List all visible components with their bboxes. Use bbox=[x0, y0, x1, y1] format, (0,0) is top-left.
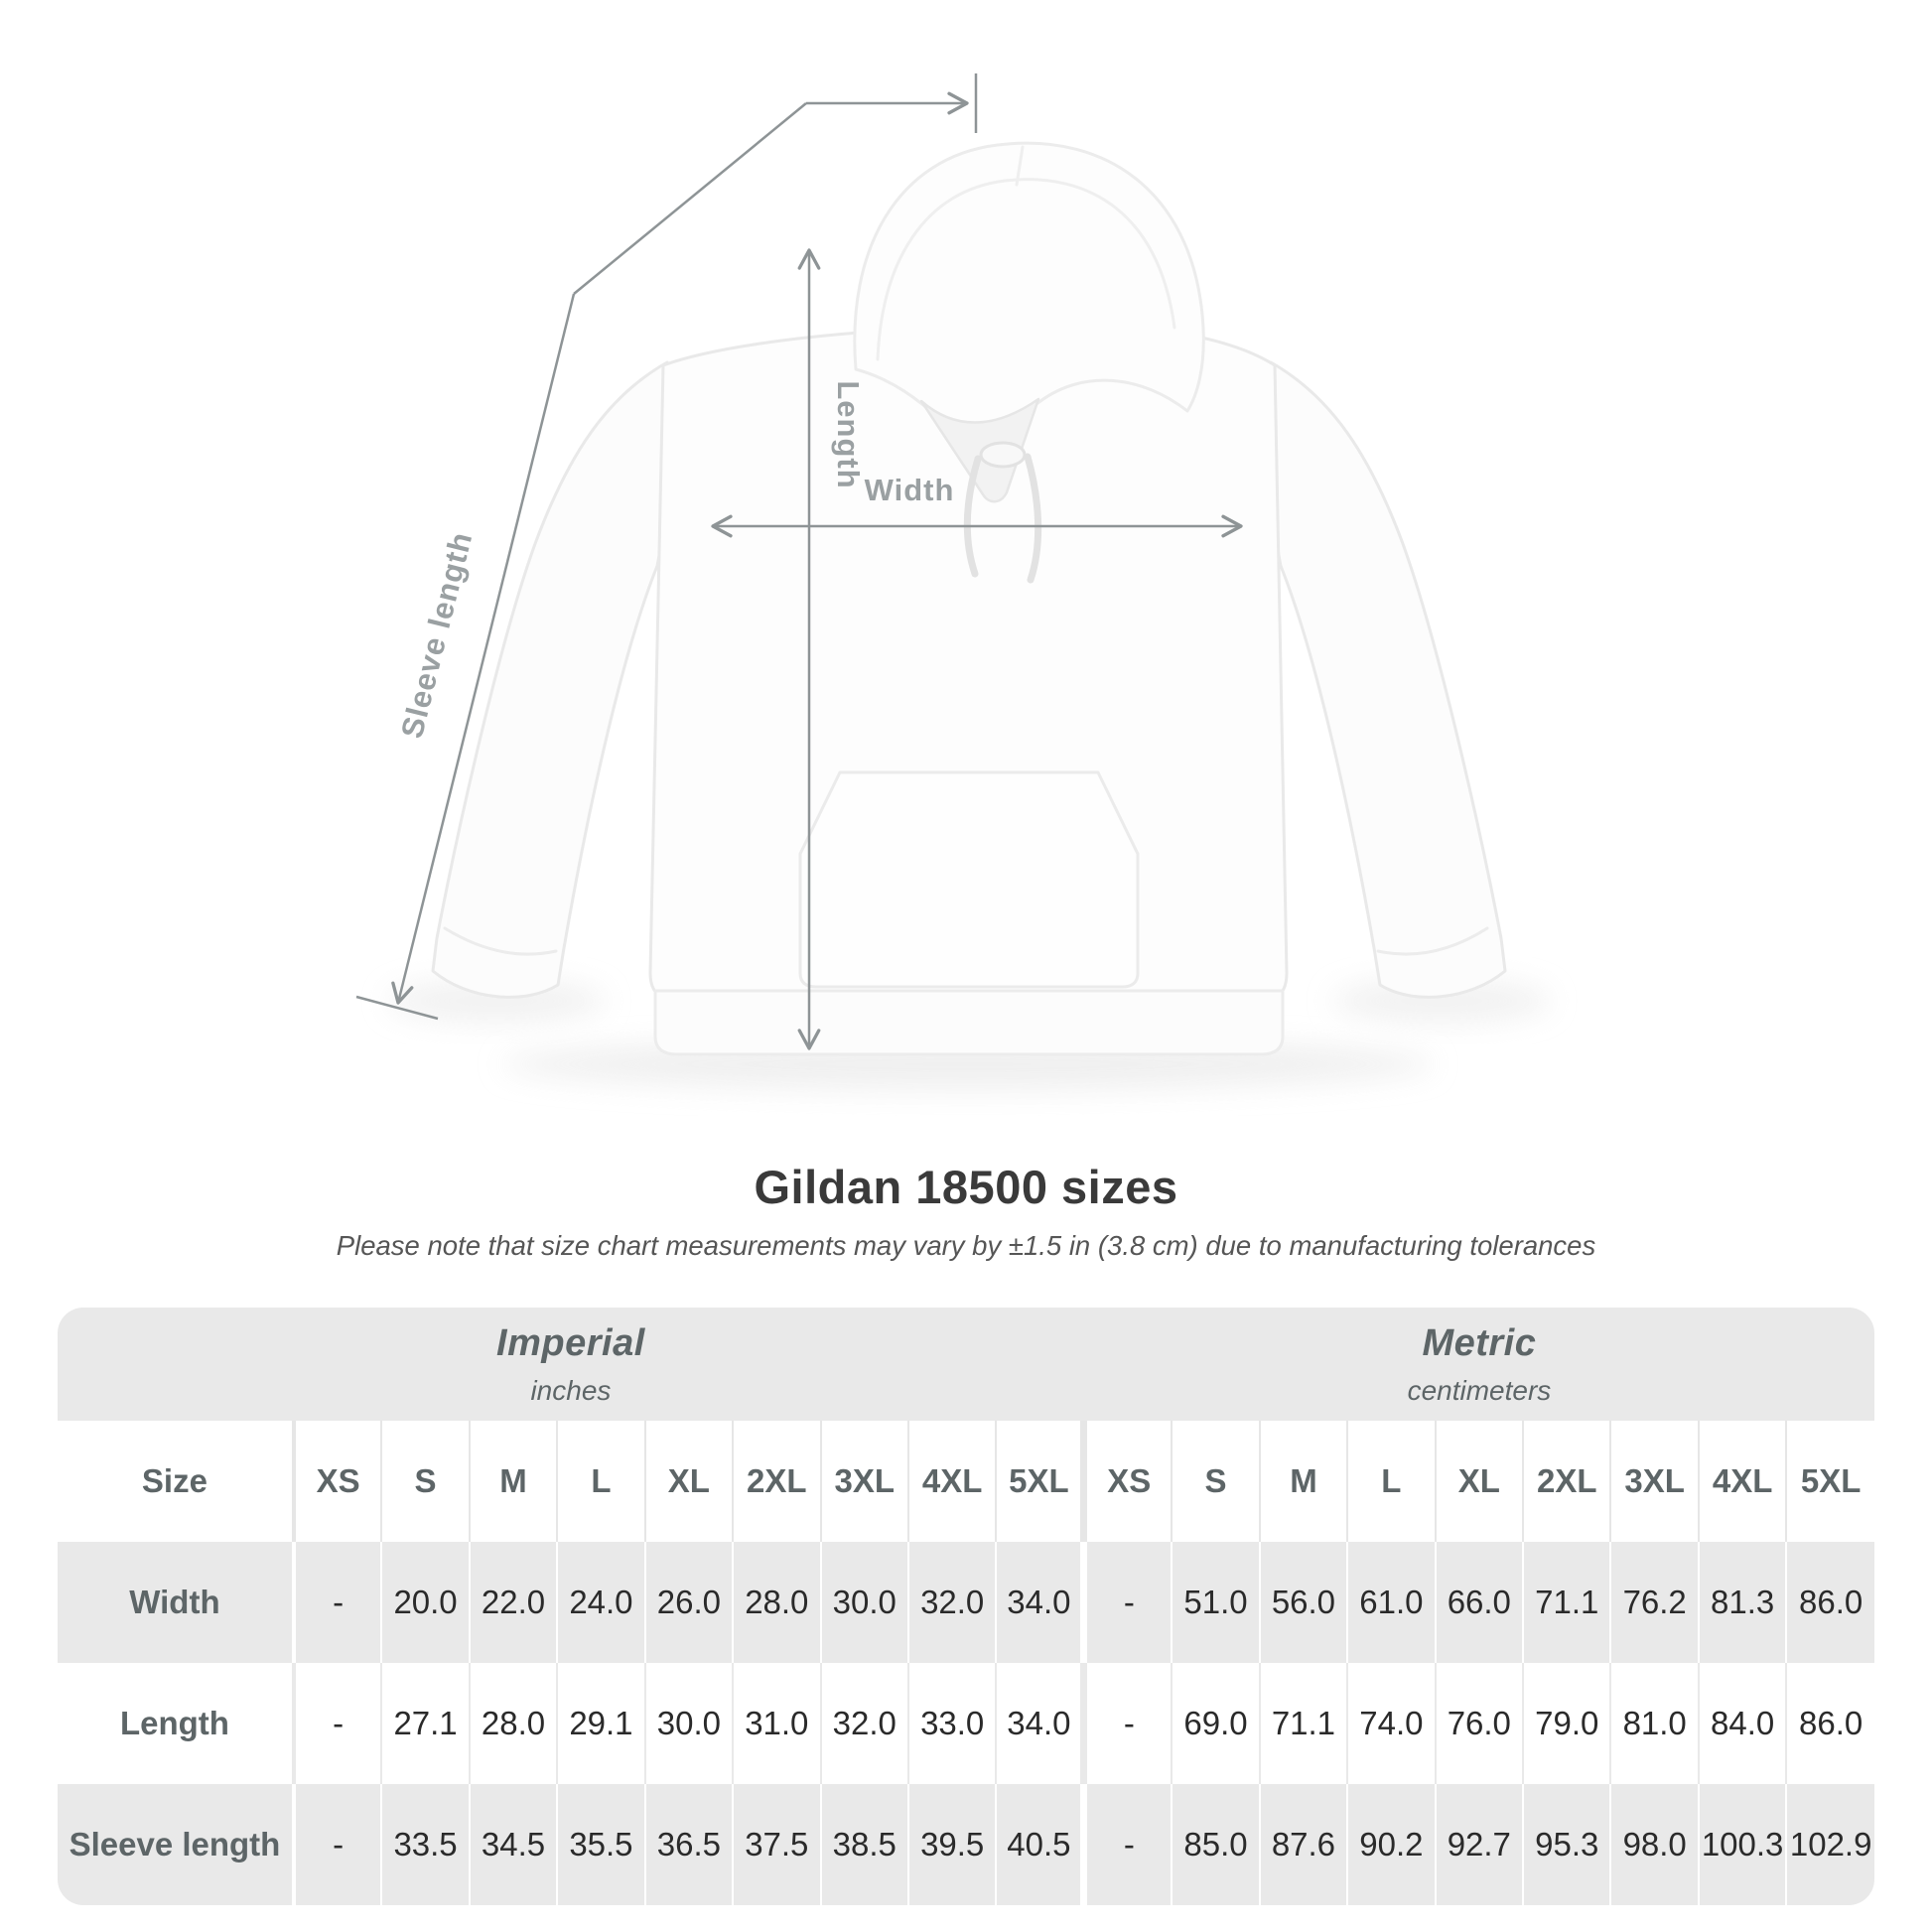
value-cell: 22.0 bbox=[468, 1542, 558, 1663]
value-cell: 69.0 bbox=[1171, 1663, 1260, 1784]
metric-group-header: Metric centimeters bbox=[1083, 1308, 1874, 1421]
value-cell: 33.5 bbox=[380, 1784, 470, 1905]
width-label: Width bbox=[865, 473, 955, 507]
size-header-cell: S bbox=[380, 1421, 470, 1542]
size-header-cell: M bbox=[468, 1421, 558, 1542]
value-cell: 33.0 bbox=[906, 1663, 997, 1784]
value-cell: 35.5 bbox=[556, 1784, 645, 1905]
size-header-cell: XL bbox=[1434, 1421, 1524, 1542]
value-cell: 92.7 bbox=[1434, 1784, 1524, 1905]
value-cell: 30.0 bbox=[819, 1542, 908, 1663]
value-cell: 56.0 bbox=[1258, 1542, 1348, 1663]
value-cell: 90.2 bbox=[1346, 1784, 1436, 1905]
size-header-cell: XS bbox=[1080, 1421, 1173, 1542]
value-cell: - bbox=[291, 1663, 382, 1784]
value-cell: 34.0 bbox=[995, 1663, 1084, 1784]
page-title: Gildan 18500 sizes bbox=[754, 1161, 1178, 1213]
value-cell: 37.5 bbox=[732, 1784, 821, 1905]
sleeve-length-label: Sleeve length bbox=[394, 528, 479, 742]
value-cell: 29.1 bbox=[556, 1663, 645, 1784]
size-column-header: Size bbox=[58, 1421, 294, 1542]
table-row-sleeve-length: Sleeve length - 33.5 34.5 35.5 36.5 37.5… bbox=[58, 1784, 1874, 1905]
row-label: Length bbox=[58, 1663, 294, 1784]
value-cell: 76.0 bbox=[1434, 1663, 1524, 1784]
value-cell: 85.0 bbox=[1171, 1784, 1260, 1905]
value-cell: 51.0 bbox=[1171, 1542, 1260, 1663]
size-header-cell: 5XL bbox=[1785, 1421, 1874, 1542]
value-cell: 71.1 bbox=[1522, 1542, 1611, 1663]
value-cell: 31.0 bbox=[732, 1663, 821, 1784]
value-cell: 87.6 bbox=[1258, 1784, 1348, 1905]
value-cell: 86.0 bbox=[1785, 1542, 1874, 1663]
value-cell: 81.3 bbox=[1697, 1542, 1787, 1663]
imperial-unit: inches bbox=[530, 1374, 612, 1406]
metric-label: Metric bbox=[1422, 1321, 1537, 1364]
value-cell: 34.0 bbox=[995, 1542, 1084, 1663]
value-cell: 61.0 bbox=[1346, 1542, 1436, 1663]
length-label: Length bbox=[831, 380, 866, 488]
value-cell: 26.0 bbox=[643, 1542, 734, 1663]
table-row-length: Length - 27.1 28.0 29.1 30.0 31.0 32.0 3… bbox=[58, 1663, 1874, 1784]
metric-unit: centimeters bbox=[1407, 1374, 1552, 1406]
size-header-cell: 4XL bbox=[1697, 1421, 1787, 1542]
value-cell: 95.3 bbox=[1522, 1784, 1611, 1905]
value-cell: 84.0 bbox=[1697, 1663, 1787, 1784]
size-header-cell: L bbox=[1346, 1421, 1436, 1542]
value-cell: 38.5 bbox=[819, 1784, 908, 1905]
value-cell: 20.0 bbox=[380, 1542, 470, 1663]
size-header-cell: 4XL bbox=[906, 1421, 997, 1542]
value-cell: 79.0 bbox=[1522, 1663, 1611, 1784]
value-cell: - bbox=[1080, 1542, 1173, 1663]
row-label: Width bbox=[58, 1542, 294, 1663]
size-header-cell: 3XL bbox=[819, 1421, 908, 1542]
hoodie-illustration bbox=[431, 141, 1507, 1056]
value-cell: 27.1 bbox=[380, 1663, 470, 1784]
value-cell: 39.5 bbox=[906, 1784, 997, 1905]
value-cell: 66.0 bbox=[1434, 1542, 1524, 1663]
value-cell: 24.0 bbox=[556, 1542, 645, 1663]
value-cell: 71.1 bbox=[1258, 1663, 1348, 1784]
size-chart: Imperial inches Metric centimeters Size … bbox=[58, 1308, 1874, 1905]
value-cell: 86.0 bbox=[1785, 1663, 1874, 1784]
size-header-cell: 2XL bbox=[1522, 1421, 1611, 1542]
size-header-cell: 3XL bbox=[1609, 1421, 1699, 1542]
value-cell: 40.5 bbox=[995, 1784, 1084, 1905]
table-row-width: Width - 20.0 22.0 24.0 26.0 28.0 30.0 32… bbox=[58, 1542, 1874, 1663]
tolerance-note: Please note that size chart measurements… bbox=[336, 1230, 1596, 1261]
value-cell: 28.0 bbox=[468, 1663, 558, 1784]
value-cell: 30.0 bbox=[643, 1663, 734, 1784]
value-cell: 74.0 bbox=[1346, 1663, 1436, 1784]
value-cell: 102.9 bbox=[1785, 1784, 1874, 1905]
size-header-cell: S bbox=[1171, 1421, 1260, 1542]
sleeve-length-annotation bbox=[355, 73, 978, 1021]
size-header-cell: XL bbox=[643, 1421, 734, 1542]
hoodie-measurement-figure: Width Length Sleeve length bbox=[355, 73, 1551, 1090]
size-header-row: Size XS S M L XL 2XL 3XL 4XL 5XL XS S M … bbox=[58, 1421, 1874, 1542]
value-cell: 32.0 bbox=[819, 1663, 908, 1784]
imperial-label: Imperial bbox=[496, 1321, 645, 1364]
value-cell: - bbox=[1080, 1784, 1173, 1905]
value-cell: - bbox=[1080, 1663, 1173, 1784]
value-cell: 81.0 bbox=[1609, 1663, 1699, 1784]
measurement-annotations bbox=[355, 73, 1243, 1050]
imperial-group-header: Imperial inches bbox=[58, 1308, 1084, 1421]
value-cell: 100.3 bbox=[1697, 1784, 1787, 1905]
value-cell: 76.2 bbox=[1609, 1542, 1699, 1663]
size-header-cell: 2XL bbox=[732, 1421, 821, 1542]
value-cell: 98.0 bbox=[1609, 1784, 1699, 1905]
size-header-cell: M bbox=[1258, 1421, 1348, 1542]
value-cell: 32.0 bbox=[906, 1542, 997, 1663]
value-cell: 28.0 bbox=[732, 1542, 821, 1663]
row-label: Sleeve length bbox=[58, 1784, 294, 1905]
size-chart-table: Imperial inches Metric centimeters Size … bbox=[58, 1308, 1874, 1905]
size-header-cell: L bbox=[556, 1421, 645, 1542]
value-cell: - bbox=[291, 1542, 382, 1663]
size-header-cell: 5XL bbox=[995, 1421, 1084, 1542]
size-diagram: Width Length Sleeve length bbox=[355, 73, 1551, 1090]
value-cell: 34.5 bbox=[468, 1784, 558, 1905]
unit-group-row: Imperial inches Metric centimeters bbox=[58, 1308, 1874, 1421]
value-cell: - bbox=[291, 1784, 382, 1905]
size-header-cell: XS bbox=[291, 1421, 382, 1542]
value-cell: 36.5 bbox=[643, 1784, 734, 1905]
